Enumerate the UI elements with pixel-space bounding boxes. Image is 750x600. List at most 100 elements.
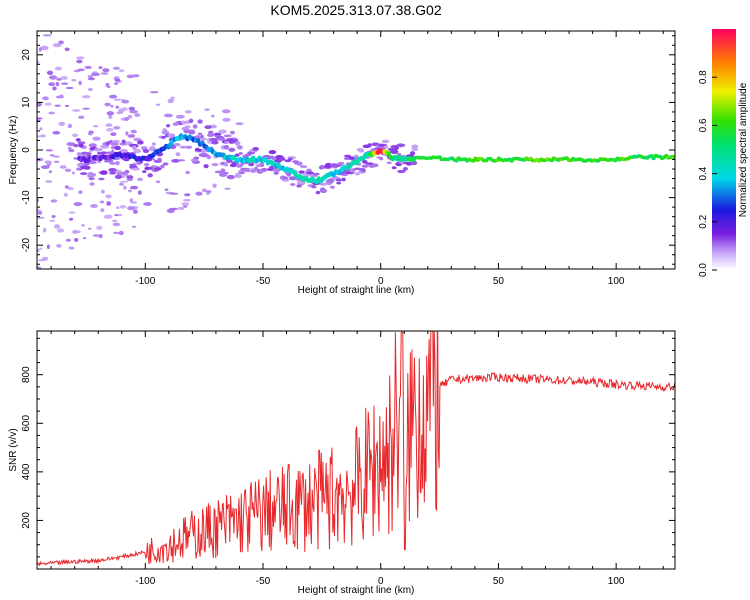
ridge-halo (411, 144, 419, 149)
noise-blob (78, 190, 83, 195)
ridge-halo (238, 152, 243, 155)
noise-blob (45, 180, 53, 183)
noise-blob (60, 75, 68, 80)
ridge-halo (204, 125, 212, 129)
ridge-halo (117, 171, 124, 176)
noise-blob (48, 75, 58, 80)
ridge-halo (197, 132, 203, 136)
noise-blob (96, 225, 103, 230)
ridge-halo (362, 160, 368, 164)
y-tick-label: 200 (21, 512, 32, 529)
noise-blob (55, 81, 60, 87)
noise-blob (143, 202, 152, 206)
y-tick-label: 10 (21, 96, 32, 108)
noise-blob (114, 82, 118, 85)
spectrogram-ylabel: Frequency (Hz) (8, 116, 19, 185)
ridge-halo (223, 162, 229, 167)
noise-blob (37, 216, 45, 219)
ridge-halo (234, 141, 241, 146)
ridge-halo (114, 174, 123, 179)
noise-blob (116, 206, 120, 209)
noise-blob (201, 188, 207, 193)
ridge-halo (167, 133, 176, 138)
noise-blob (92, 124, 99, 128)
ridge-halo (88, 143, 98, 148)
ridge-halo (341, 173, 348, 177)
noise-blob (116, 111, 124, 115)
ridge-halo (207, 133, 215, 137)
ridge-halo (175, 114, 185, 119)
noise-blob (89, 150, 93, 153)
ridge-halo (260, 167, 268, 172)
ridge-halo (197, 119, 203, 124)
noise-blob (106, 111, 115, 116)
noise-blob (115, 105, 120, 109)
ridge-halo (143, 163, 150, 167)
ridge-halo (289, 183, 296, 186)
ridge-halo (126, 175, 134, 179)
noise-blob (218, 129, 227, 134)
noise-blob (127, 134, 136, 138)
ridge-halo (327, 178, 335, 183)
ridge-halo (186, 125, 191, 129)
ridge-halo (206, 155, 212, 160)
ridge-halo (234, 174, 242, 179)
noise-blob (105, 194, 112, 199)
ridge-halo (131, 167, 140, 171)
noise-blob (109, 94, 118, 99)
noise-blob (92, 234, 100, 237)
ridge-halo (203, 164, 209, 169)
noise-blob (118, 230, 124, 236)
ridge-halo (114, 145, 121, 151)
ridge-halo (228, 147, 236, 152)
noise-blob (206, 192, 210, 196)
ridge-halo (83, 152, 92, 155)
ridge-halo (144, 166, 151, 171)
noise-blob (76, 59, 83, 64)
noise-blob (106, 127, 114, 132)
noise-blob (42, 96, 49, 101)
ridge-halo (234, 153, 240, 157)
ridge-halo (142, 149, 150, 154)
ridge-halo (282, 179, 290, 182)
noise-blob (64, 104, 70, 107)
spectrogram-marks (37, 34, 675, 269)
ridge-halo (411, 147, 419, 151)
ridge-halo (172, 122, 179, 127)
ridge-halo (319, 165, 324, 170)
noise-blob (121, 99, 130, 104)
noise-blob (211, 114, 215, 118)
noise-blob (64, 185, 69, 189)
ridge-halo (110, 142, 119, 146)
snr-ylabel: SNR (v/v) (8, 428, 19, 471)
ridge-halo (142, 170, 147, 174)
noise-blob (73, 202, 83, 207)
noise-blob (39, 127, 43, 131)
noise-blob (57, 228, 65, 233)
ridge-halo (193, 156, 200, 160)
colorbar: 0.0 0.2 0.4 0.6 0.8 Normalized spectral ampl… (698, 29, 749, 277)
ridge-halo (100, 151, 108, 154)
noise-blob (61, 82, 69, 85)
noise-blob (48, 170, 53, 174)
ridge-halo (199, 137, 207, 141)
y-tick-label: 0 (21, 147, 32, 153)
noise-blob (84, 65, 92, 70)
ridge-halo (137, 140, 144, 145)
noise-blob (110, 145, 116, 150)
noise-blob (91, 73, 101, 76)
ridge-halo (344, 154, 352, 158)
ridge-halo (211, 163, 219, 167)
noise-blob (130, 185, 139, 190)
ridge-halo (147, 173, 153, 178)
x-tick-label: 100 (608, 276, 625, 287)
noise-blob (37, 102, 42, 107)
colorbar-ticks: 0.0 0.2 0.4 0.6 0.8 (698, 70, 717, 277)
ridge-halo (97, 152, 102, 155)
spectrogram-frame (36, 30, 676, 270)
noise-blob (64, 168, 72, 172)
noise-blob (53, 155, 60, 158)
colorbar-tick-label: 0.2 (698, 214, 709, 228)
noise-blob (221, 109, 231, 114)
